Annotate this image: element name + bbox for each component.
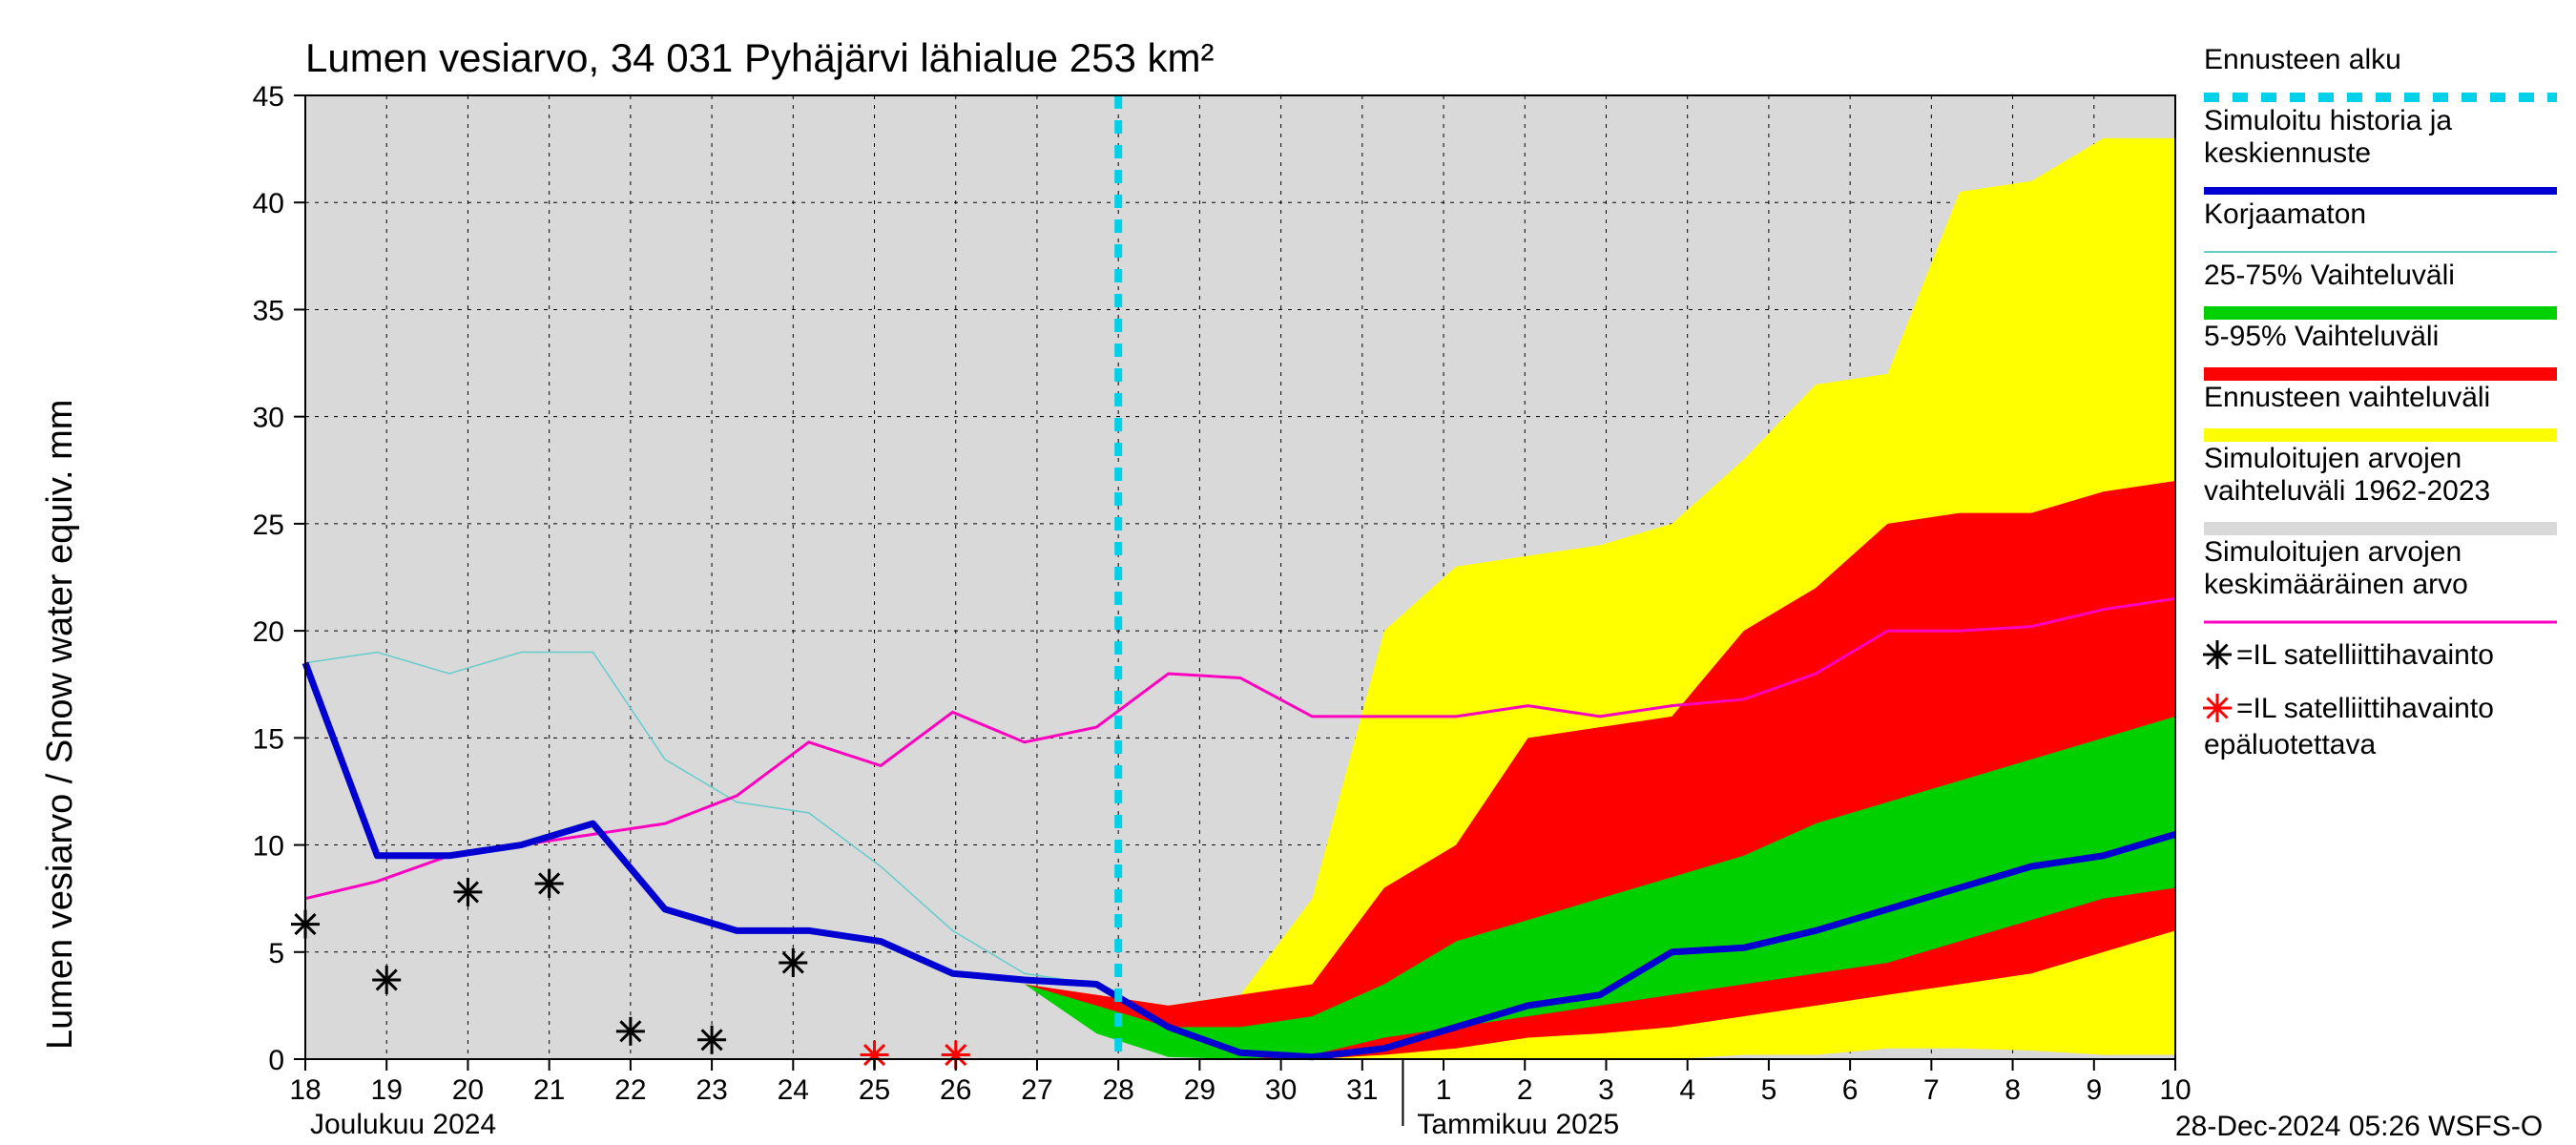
sat-ok-marker	[779, 948, 807, 977]
ytick-label: 20	[253, 616, 284, 648]
legend-label: keskiennuste	[2204, 137, 2371, 169]
xtick-label: 25	[859, 1074, 890, 1106]
ytick-label: 0	[268, 1045, 284, 1076]
footer-timestamp: 28-Dec-2024 05:26 WSFS-O	[2175, 1111, 2543, 1142]
legend-label: Simuloitujen arvojen	[2204, 536, 2462, 568]
legend-star-red	[2203, 694, 2232, 722]
ytick-label: 25	[253, 510, 284, 541]
month1-fi: Joulukuu 2024	[310, 1109, 496, 1140]
legend: Ennusteen alkuSimuloitu historia jakeski…	[2204, 44, 2557, 760]
xtick-label: 7	[1923, 1074, 1940, 1106]
xtick-label: 27	[1021, 1074, 1052, 1106]
chart-title: Lumen vesiarvo, 34 031 Pyhäjärvi lähialu…	[305, 35, 1215, 80]
legend-label: 5-95% Vaihteluväli	[2204, 321, 2439, 352]
y-axis-label: Lumen vesiarvo / Snow water equiv. mm	[40, 400, 80, 1050]
xtick-label: 24	[778, 1074, 809, 1106]
xtick-label: 4	[1679, 1074, 1695, 1106]
sat-ok-marker	[616, 1017, 645, 1046]
xtick-label: 1	[1436, 1074, 1452, 1106]
xtick-label: 23	[696, 1074, 727, 1106]
xtick-label: 22	[614, 1074, 646, 1106]
legend-label: vaihteluväli 1962-2023	[2204, 475, 2490, 507]
xtick-label: 21	[533, 1074, 565, 1106]
xtick-label: 3	[1598, 1074, 1614, 1106]
ytick-label: 10	[253, 831, 284, 863]
xtick-label: 31	[1346, 1074, 1378, 1106]
legend-label: =IL satelliittihavainto	[2236, 639, 2494, 671]
sat-ok-marker	[453, 878, 482, 906]
month1-en: December	[310, 1141, 442, 1145]
xtick-label: 18	[289, 1074, 321, 1106]
legend-label: Korjaamaton	[2204, 198, 2366, 230]
xtick-label: 30	[1265, 1074, 1297, 1106]
ytick-label: 30	[253, 403, 284, 434]
legend-star-black	[2203, 640, 2232, 669]
legend-label: epäluotettava	[2204, 729, 2376, 760]
xtick-label: 29	[1184, 1074, 1215, 1106]
legend-label: 25-75% Vaihteluväli	[2204, 260, 2455, 291]
legend-label: keskimääräinen arvo	[2204, 569, 2468, 600]
xtick-label: 2	[1517, 1074, 1533, 1106]
legend-label: Ennusteen alku	[2204, 44, 2401, 75]
sat-ok-marker	[372, 966, 401, 994]
xtick-label: 8	[2005, 1074, 2021, 1106]
sat-ok-marker	[535, 869, 564, 898]
xtick-label: 19	[371, 1074, 403, 1106]
legend-label: =IL satelliittihavainto	[2236, 693, 2494, 724]
sat-ok-marker	[697, 1026, 726, 1054]
ytick-label: 15	[253, 723, 284, 755]
month2-fi: Tammikuu 2025	[1417, 1109, 1619, 1140]
xtick-label: 5	[1761, 1074, 1777, 1106]
xtick-label: 6	[1842, 1074, 1859, 1106]
ytick-label: 5	[268, 938, 284, 969]
xtick-label: 9	[2086, 1074, 2102, 1106]
legend-label: Simuloitu historia ja	[2204, 105, 2452, 136]
xtick-label: 28	[1102, 1074, 1133, 1106]
xtick-label: 20	[452, 1074, 484, 1106]
ytick-label: 40	[253, 188, 284, 219]
xtick-label: 26	[940, 1074, 971, 1106]
month2-en: January	[1417, 1141, 1519, 1145]
ytick-label: 35	[253, 295, 284, 326]
legend-label: Ennusteen vaihteluväli	[2204, 382, 2490, 413]
xtick-label: 10	[2159, 1074, 2191, 1106]
legend-label: Simuloitujen arvojen	[2204, 443, 2462, 474]
ytick-label: 45	[253, 81, 284, 113]
